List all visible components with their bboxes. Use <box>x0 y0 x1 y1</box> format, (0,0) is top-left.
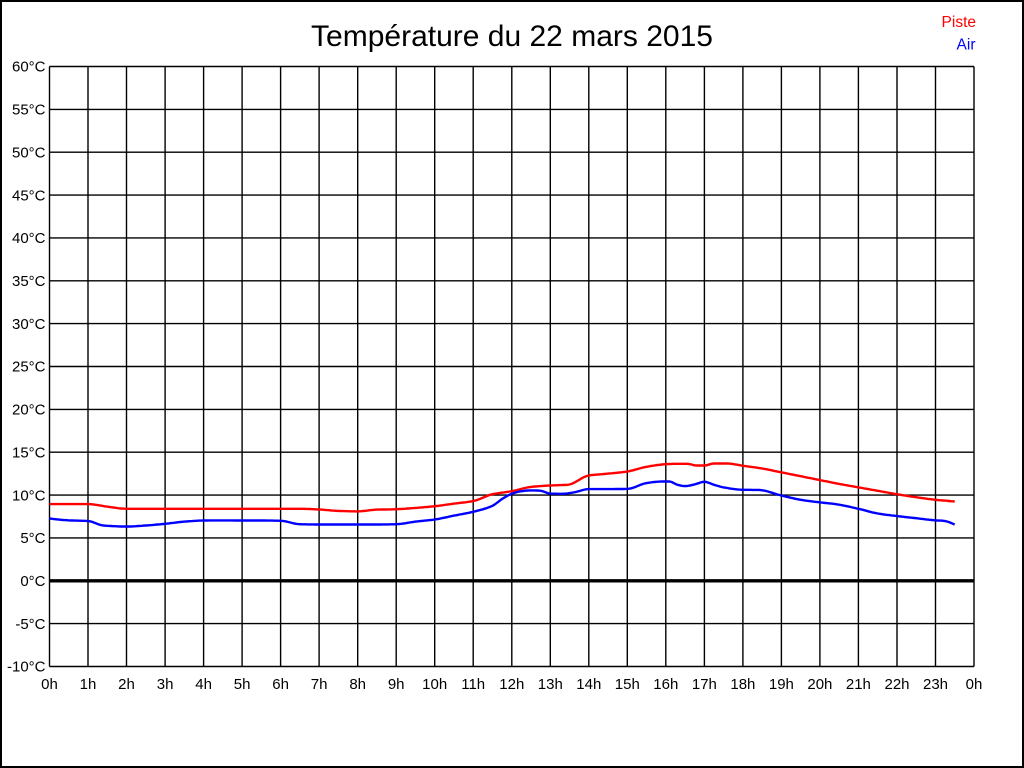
svg-text:15°C: 15°C <box>12 444 46 461</box>
svg-text:15h: 15h <box>615 676 640 693</box>
svg-text:10h: 10h <box>422 676 447 693</box>
svg-text:23h: 23h <box>923 676 948 693</box>
svg-text:4h: 4h <box>195 676 212 693</box>
svg-text:14h: 14h <box>576 676 601 693</box>
svg-text:0°C: 0°C <box>20 573 45 590</box>
svg-text:0h: 0h <box>966 676 983 693</box>
svg-text:6h: 6h <box>272 676 289 693</box>
svg-text:5°C: 5°C <box>20 530 45 547</box>
svg-text:25°C: 25°C <box>12 359 46 376</box>
svg-text:35°C: 35°C <box>12 273 46 290</box>
svg-text:Piste: Piste <box>942 14 976 31</box>
svg-text:12h: 12h <box>499 676 524 693</box>
svg-text:10°C: 10°C <box>12 487 46 504</box>
svg-text:16h: 16h <box>653 676 678 693</box>
svg-text:20°C: 20°C <box>12 402 46 419</box>
svg-text:11h: 11h <box>461 676 485 693</box>
svg-text:21h: 21h <box>846 676 871 693</box>
svg-text:55°C: 55°C <box>12 102 46 119</box>
svg-text:3h: 3h <box>157 676 174 693</box>
svg-text:9h: 9h <box>388 676 405 693</box>
svg-text:60°C: 60°C <box>12 59 46 76</box>
svg-text:0h: 0h <box>41 676 58 693</box>
svg-text:18h: 18h <box>730 676 755 693</box>
svg-text:Air: Air <box>957 37 976 54</box>
svg-text:40°C: 40°C <box>12 230 46 247</box>
svg-text:19h: 19h <box>769 676 794 693</box>
svg-text:13h: 13h <box>538 676 563 693</box>
svg-text:5h: 5h <box>234 676 251 693</box>
svg-text:-10°C: -10°C <box>7 659 46 676</box>
svg-text:22h: 22h <box>884 676 909 693</box>
svg-text:Température du 22 mars 2015: Température du 22 mars 2015 <box>311 20 713 53</box>
svg-text:30°C: 30°C <box>12 316 46 333</box>
svg-text:50°C: 50°C <box>12 144 46 161</box>
svg-text:20h: 20h <box>807 676 832 693</box>
svg-text:1h: 1h <box>80 676 97 693</box>
svg-text:7h: 7h <box>311 676 328 693</box>
svg-text:8h: 8h <box>349 676 366 693</box>
svg-text:45°C: 45°C <box>12 187 46 204</box>
svg-text:-5°C: -5°C <box>15 616 45 633</box>
svg-text:17h: 17h <box>692 676 717 693</box>
svg-text:2h: 2h <box>118 676 135 693</box>
